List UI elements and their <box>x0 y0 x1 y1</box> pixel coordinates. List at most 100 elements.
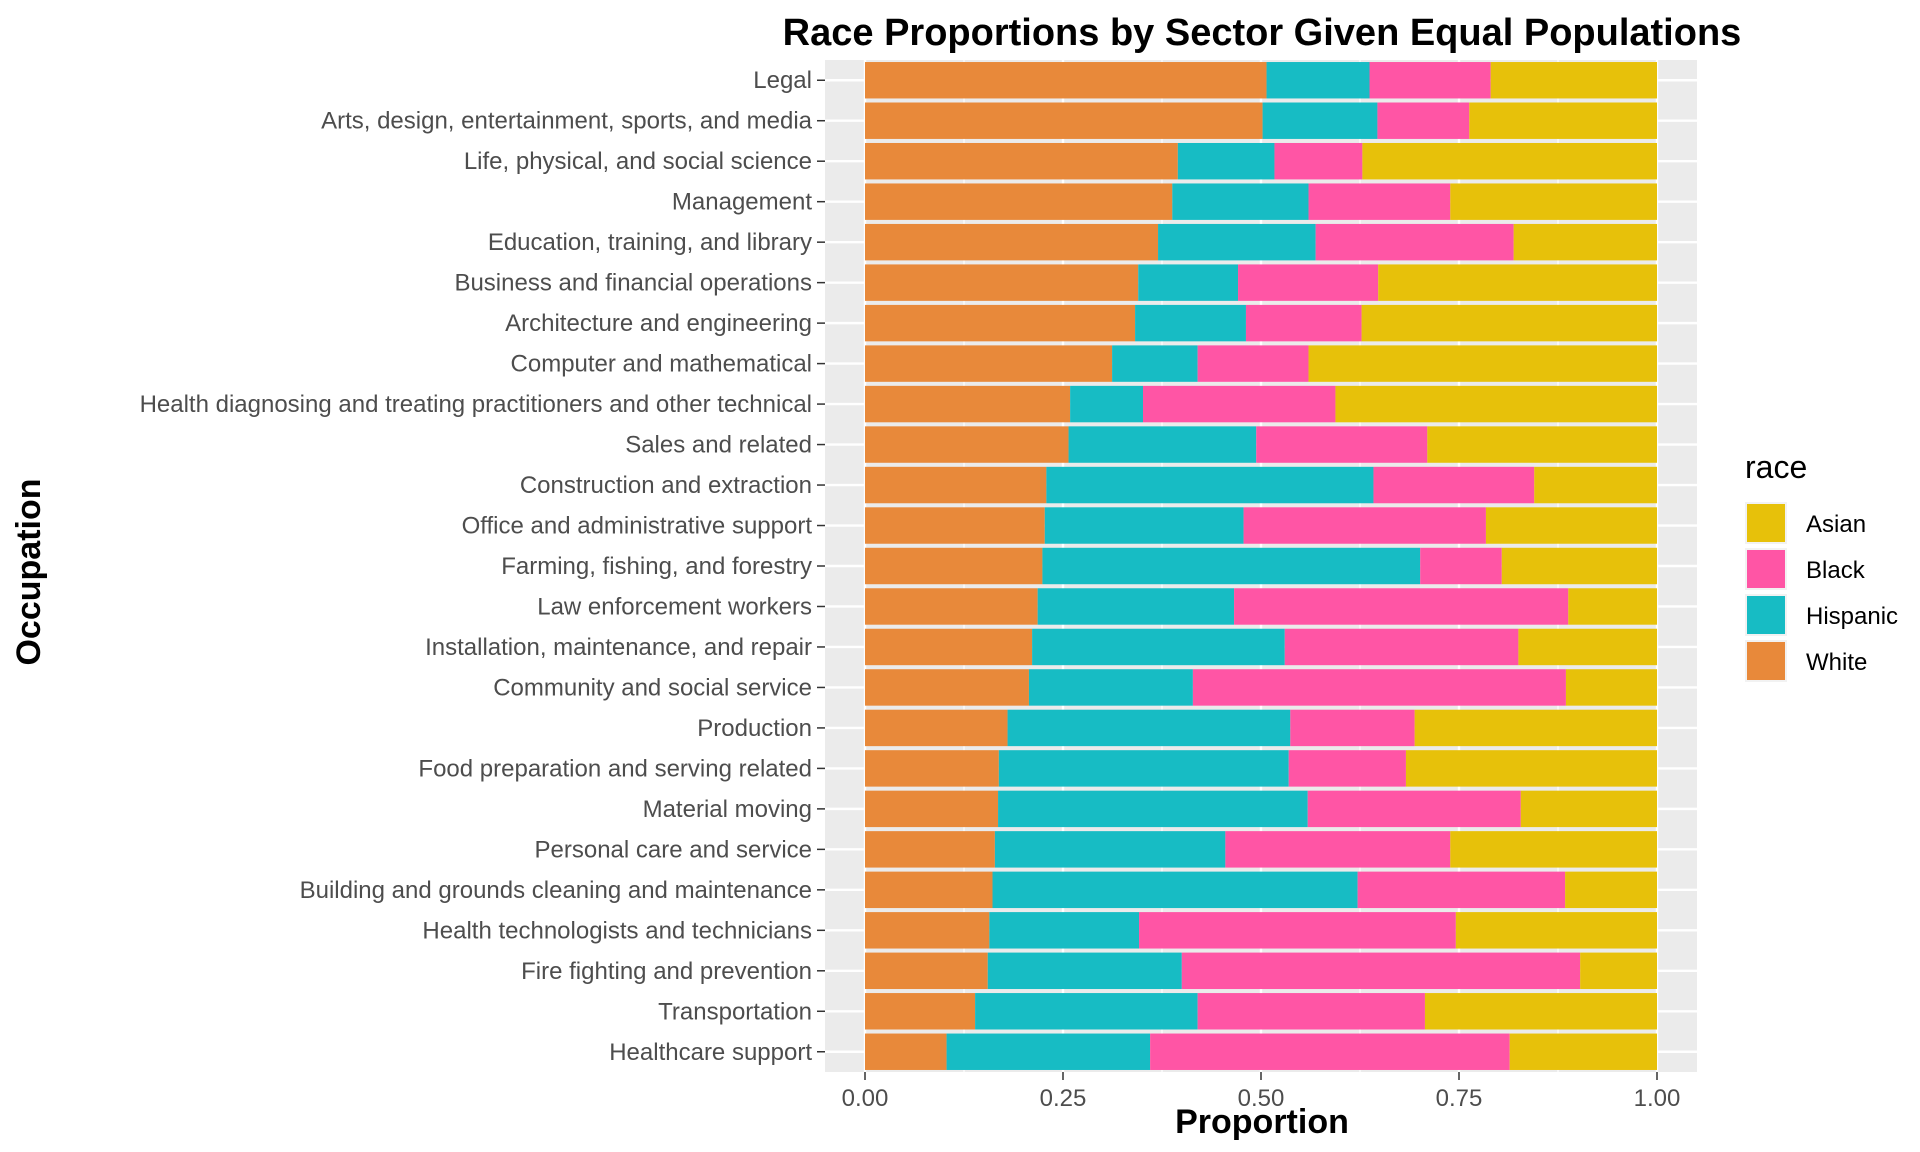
bar-hispanic <box>1138 264 1239 301</box>
bar-asian <box>1361 304 1657 342</box>
bar-asian <box>1485 507 1657 544</box>
bar-hispanic <box>1135 304 1246 342</box>
bar-asian <box>1455 912 1657 949</box>
bar-hispanic <box>1112 345 1198 382</box>
bar-white <box>865 223 1159 261</box>
y-tick-label: Education, training, and library <box>488 229 812 256</box>
x-axis-ticks: 0.00 0.25 0.50 0.75 1.00 <box>842 1072 1680 1112</box>
legend-label: Asian <box>1806 511 1866 538</box>
bar-hispanic <box>1042 547 1421 585</box>
bar-asian <box>1518 628 1657 666</box>
chart-title: Race Proportions by Sector Given Equal P… <box>783 12 1742 54</box>
bar-black <box>1181 952 1581 990</box>
legend-label: Black <box>1806 557 1866 584</box>
bar-asian <box>1513 223 1657 261</box>
bar-asian <box>1414 709 1657 747</box>
y-tick-label: Material moving <box>643 796 812 823</box>
bar-white <box>865 790 999 828</box>
legend-label: Hispanic <box>1806 603 1898 630</box>
bar-black <box>1307 790 1521 828</box>
bar-hispanic <box>987 952 1182 990</box>
bar-white <box>865 62 1267 99</box>
bars <box>865 62 1657 1070</box>
y-tick-label: Health technologists and technicians <box>422 917 812 944</box>
bar-white <box>865 709 1008 747</box>
bar-black <box>1290 709 1415 747</box>
y-tick-label: Installation, maintenance, and repair <box>425 634 812 661</box>
bar-black <box>1245 304 1362 342</box>
bar-asian <box>1427 426 1657 463</box>
bar-black <box>1197 993 1425 1030</box>
bar-black <box>1357 871 1566 909</box>
y-axis-title: Occupation <box>10 478 48 665</box>
bar-white <box>865 385 1071 423</box>
bar-hispanic <box>1037 588 1235 625</box>
bar-white <box>865 669 1029 706</box>
bar-white <box>865 304 1136 342</box>
bar-white <box>865 264 1139 301</box>
bar-asian <box>1424 993 1657 1030</box>
bar-white <box>865 345 1113 382</box>
bar-hispanic <box>989 912 1140 949</box>
bar-black <box>1192 669 1566 706</box>
bar-black <box>1377 102 1470 139</box>
bar-asian <box>1335 385 1657 423</box>
bar-asian <box>1565 871 1657 909</box>
bar-asian <box>1378 264 1657 301</box>
bar-asian <box>1534 466 1657 504</box>
bar-white <box>865 831 995 868</box>
bar-white <box>865 588 1038 625</box>
bar-hispanic <box>1068 426 1257 463</box>
bar-asian <box>1509 1033 1657 1070</box>
bar-hispanic <box>1028 669 1193 706</box>
bar-asian <box>1580 952 1657 990</box>
bar-hispanic <box>1070 385 1143 423</box>
x-tick-label: 0.00 <box>842 1085 889 1112</box>
bar-black <box>1373 466 1535 504</box>
bar-asian <box>1450 831 1657 868</box>
y-tick-label: Health diagnosing and treating practitio… <box>140 391 812 418</box>
bar-black <box>1256 426 1428 463</box>
y-tick-label: Farming, fishing, and forestry <box>501 553 812 580</box>
legend-key-hispanic <box>1747 596 1785 634</box>
bar-white <box>865 871 993 909</box>
bar-black <box>1308 183 1451 220</box>
y-tick-label: Personal care and service <box>535 836 812 863</box>
bar-hispanic <box>1177 142 1275 180</box>
bar-asian <box>1520 790 1657 828</box>
bar-asian <box>1469 102 1657 139</box>
bar-asian <box>1362 142 1657 180</box>
bar-hispanic <box>1262 102 1378 139</box>
bar-asian <box>1308 345 1657 382</box>
bar-asian <box>1568 588 1657 625</box>
bar-asian <box>1405 750 1657 787</box>
bar-hispanic <box>1046 466 1374 504</box>
bar-black <box>1284 628 1519 666</box>
bar-asian <box>1490 62 1657 99</box>
bar-hispanic <box>998 790 1308 828</box>
y-tick-label: Building and grounds cleaning and mainte… <box>300 877 812 904</box>
bar-black <box>1238 264 1379 301</box>
bar-hispanic <box>1032 628 1285 666</box>
bar-white <box>865 102 1263 139</box>
bar-hispanic <box>975 993 1198 1030</box>
x-axis-title: Proportion <box>1175 1103 1349 1141</box>
bar-hispanic <box>1007 709 1291 747</box>
bar-black <box>1243 507 1486 544</box>
bar-black <box>1274 142 1363 180</box>
y-tick-label: Healthcare support <box>609 1039 812 1066</box>
bar-black <box>1197 345 1309 382</box>
bar-white <box>865 426 1069 463</box>
y-tick-label: Business and financial operations <box>454 270 812 297</box>
y-tick-label: Life, physical, and social science <box>464 148 812 175</box>
bar-white <box>865 993 976 1030</box>
legend-title: race <box>1745 449 1807 485</box>
bar-hispanic <box>1266 62 1370 99</box>
bar-white <box>865 547 1043 585</box>
legend-key-black <box>1747 550 1785 588</box>
y-tick-label: Construction and extraction <box>520 472 812 499</box>
bar-hispanic <box>1044 507 1244 544</box>
x-tick-label: 0.75 <box>1436 1085 1483 1112</box>
bar-black <box>1225 831 1451 868</box>
